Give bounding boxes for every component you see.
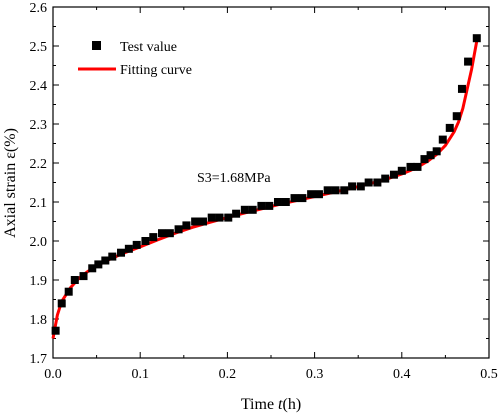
test-value-point: [340, 186, 349, 195]
y-tick-label: 2.2: [30, 157, 48, 172]
test-value-point: [224, 213, 233, 222]
y-tick-label: 1.8: [30, 313, 48, 328]
legend-label-fitting-curve: Fitting curve: [120, 63, 192, 78]
x-tick-label: 0.0: [44, 367, 62, 382]
legend-label-test-value: Test value: [120, 40, 177, 55]
test-value-markers: [51, 34, 481, 335]
y-tick-label: 2.5: [30, 40, 48, 55]
test-value-point: [413, 162, 422, 171]
test-value-point: [406, 162, 415, 171]
test-value-point: [348, 182, 357, 191]
test-value-point: [108, 252, 117, 261]
test-value-point: [215, 213, 224, 222]
x-tick-label: 0.3: [306, 367, 324, 382]
x-tick-label: 0.1: [131, 367, 149, 382]
fitting-curve-line: [51, 35, 480, 339]
y-tick-label: 2.3: [30, 118, 48, 133]
test-value-point: [88, 264, 97, 273]
test-value-point: [257, 201, 266, 210]
tick-labels: 0.0 0.1 0.2 0.3 0.4 0.5 1.7 1.8 1.9 2.0 2.1 2.2 2.3 2…: [30, 1, 498, 382]
x-tick-label: 0.4: [393, 367, 411, 382]
test-value-point: [426, 151, 435, 160]
test-value-point: [331, 186, 340, 195]
x-axis-title: Time t(h): [241, 396, 301, 413]
y-tick-label: 1.9: [30, 274, 48, 289]
test-value-point: [182, 221, 191, 230]
test-value-point: [457, 84, 466, 93]
test-value-point: [290, 194, 299, 203]
test-value-point: [373, 178, 382, 187]
test-value-point: [452, 112, 461, 121]
y-tick-label: 1.7: [30, 352, 48, 367]
test-value-point: [364, 178, 373, 187]
y-tick-label: 2.1: [30, 196, 48, 211]
legend-marker-test-value: [92, 41, 101, 50]
test-value-point: [191, 217, 200, 226]
test-value-point: [248, 205, 257, 214]
test-value-point: [51, 326, 60, 335]
test-value-point: [198, 217, 207, 226]
plot-area-frame: [52, 6, 490, 359]
test-value-point: [79, 272, 88, 281]
y-tick-label: 2.4: [30, 79, 48, 94]
test-value-point: [420, 155, 429, 164]
test-value-point: [70, 276, 79, 284]
test-value-point: [472, 34, 481, 43]
test-value-point: [445, 123, 454, 132]
y-tick-label: 2.6: [30, 1, 48, 16]
test-value-point: [232, 209, 241, 218]
test-value-point: [298, 194, 307, 203]
test-value-point: [117, 248, 126, 257]
y-tick-label: 2.0: [30, 235, 48, 250]
test-value-point: [207, 213, 216, 222]
test-value-point: [389, 170, 398, 179]
test-value-point: [124, 244, 133, 253]
test-value-point: [141, 237, 150, 245]
test-value-point: [438, 135, 447, 144]
test-value-point: [273, 198, 282, 206]
test-value-point: [64, 287, 73, 296]
test-value-point: [356, 182, 365, 191]
axis-ticks: [52, 6, 490, 359]
test-value-point: [265, 201, 274, 210]
x-axis-title-prefix: Time: [241, 396, 278, 413]
test-value-point: [158, 229, 166, 238]
test-value-point: [165, 229, 174, 238]
test-value-point: [57, 299, 66, 308]
x-axis-title-italic: t: [278, 396, 283, 413]
test-value-point: [281, 198, 290, 206]
test-value-point: [381, 174, 390, 183]
test-value-point: [101, 256, 110, 265]
legend: Test value Fitting curve: [78, 40, 192, 78]
x-tick-label: 0.5: [480, 367, 498, 382]
y-axis-title: Axial strain ε(%): [2, 128, 19, 238]
test-value-point: [132, 240, 141, 249]
x-axis-title-suffix: (h): [283, 396, 302, 413]
test-value-point: [240, 205, 249, 214]
test-value-point: [323, 186, 332, 195]
test-value-point: [94, 260, 103, 269]
test-value-point: [149, 233, 158, 242]
test-value-point: [307, 190, 316, 199]
test-value-point: [432, 147, 441, 156]
annotation-s3: S3=1.68MPa: [197, 171, 271, 186]
test-value-point: [314, 190, 323, 199]
test-value-point: [464, 57, 473, 66]
test-value-point: [174, 225, 183, 234]
test-value-point: [397, 166, 406, 175]
x-tick-label: 0.2: [219, 367, 237, 382]
